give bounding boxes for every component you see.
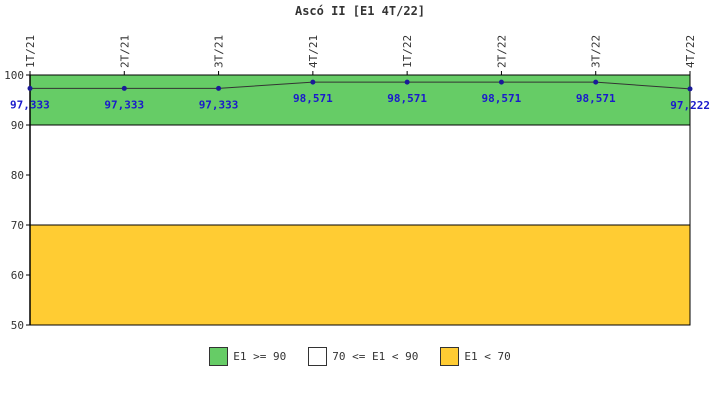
data-point-6	[593, 79, 599, 85]
y-tick-label-0: 50	[11, 319, 24, 332]
y-tick-label-5: 100	[4, 69, 24, 82]
legend-item-white: 70 <= E1 < 90	[308, 346, 419, 366]
data-label-6: 98,571	[576, 92, 616, 105]
band-2	[29, 224, 691, 326]
x-tick-label-6: 3T/22	[590, 35, 603, 68]
x-axis: 1T/21 2T/21 3T/21 4T/21 1T/22 2T/22 3T/22 4T/22	[24, 35, 697, 75]
legend: E1 >= 90 70 <= E1 < 90 E1 < 70	[0, 344, 720, 368]
data-label-3: 98,571	[293, 92, 333, 105]
y-tick-label-2: 70	[11, 219, 24, 232]
data-point-0	[27, 85, 33, 91]
y-axis: 50 60 70 80 90 100	[4, 69, 31, 332]
data-label-2: 97,333	[199, 98, 239, 111]
data-label-7: 97,222	[670, 99, 710, 112]
data-label-4: 98,571	[387, 92, 427, 105]
threshold-bands	[29, 74, 691, 326]
series-line	[30, 81, 691, 90]
x-tick-label-3: 4T/21	[307, 35, 320, 68]
data-point-7	[687, 86, 693, 92]
y-tick-label-1: 60	[11, 269, 24, 282]
band-0	[29, 74, 691, 126]
legend-swatch-green	[209, 346, 229, 366]
x-tick-label-5: 2T/22	[495, 35, 508, 68]
x-tick-label-2: 3T/21	[213, 35, 226, 68]
x-tick-label-7: 4T/22	[684, 35, 697, 68]
y-tick-label-4: 90	[11, 119, 24, 132]
data-labels: 97,333 97,333 97,333 98,571 98,571 98,571 98,5…	[10, 92, 710, 112]
x-tick-label-0: 1T/21	[24, 35, 37, 68]
data-label-5: 98,571	[482, 92, 522, 105]
data-point-2	[216, 85, 222, 91]
legend-item-green: E1 >= 90	[209, 346, 287, 366]
y-tick-label-3: 80	[11, 169, 24, 182]
legend-label-white: 70 <= E1 < 90	[332, 349, 419, 363]
data-point-4	[404, 79, 410, 85]
data-point-1	[121, 85, 127, 91]
legend-item-yellow: E1 < 70	[440, 346, 511, 366]
legend-swatch-white	[308, 346, 328, 366]
data-point-5	[498, 79, 504, 85]
data-point-3	[310, 79, 316, 85]
x-tick-label-1: 2T/21	[118, 35, 131, 68]
band-1	[29, 124, 691, 226]
data-label-1: 97,333	[104, 98, 144, 111]
x-tick-label-4: 1T/22	[401, 35, 414, 68]
data-label-0: 97,333	[10, 98, 50, 111]
legend-swatch-yellow	[440, 346, 460, 366]
series	[27, 79, 693, 92]
legend-label-green: E1 >= 90	[233, 349, 287, 363]
legend-label-yellow: E1 < 70	[464, 349, 511, 363]
chart-title: Ascó II [E1 4T/22]	[295, 4, 425, 18]
